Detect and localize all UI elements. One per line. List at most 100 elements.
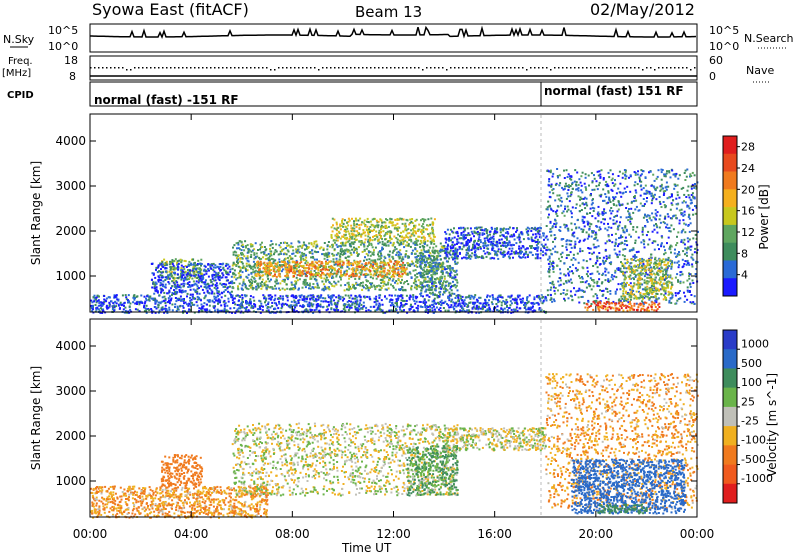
data-cell (366, 220, 368, 223)
data-cell (372, 235, 374, 238)
data-cell (442, 307, 445, 309)
freq-point (414, 67, 416, 69)
data-cell (457, 297, 460, 300)
freq-point (306, 67, 308, 69)
data-cell (448, 239, 450, 242)
data-cell (241, 252, 244, 254)
data-cell (264, 267, 267, 269)
data-cell (196, 287, 199, 290)
data-cell (536, 253, 539, 256)
data-cell (343, 304, 346, 307)
data-cell (125, 311, 128, 314)
data-cell (315, 240, 318, 243)
data-cell (387, 281, 390, 284)
data-cell (323, 273, 326, 276)
data-cell (305, 310, 308, 313)
data-cell (349, 262, 352, 265)
data-cell (188, 284, 191, 286)
data-cell (342, 263, 345, 266)
data-cell (401, 258, 404, 261)
data-cell (220, 283, 223, 286)
data-cell (469, 257, 472, 260)
data-cell (270, 286, 273, 289)
data-cell (502, 235, 505, 238)
data-cell (253, 277, 255, 280)
data-cell (309, 264, 312, 267)
data-cell (431, 303, 434, 306)
data-cell (484, 240, 486, 243)
nsky-tick-top: 10^5 (48, 24, 78, 37)
data-cell (397, 279, 400, 282)
data-cell (178, 259, 181, 262)
data-cell (300, 256, 302, 259)
data-cell (429, 278, 432, 281)
data-cell (292, 268, 295, 271)
data-cell (506, 252, 509, 254)
freq-point (174, 67, 176, 69)
data-cell (423, 299, 426, 302)
data-cell (435, 285, 438, 288)
data-cell (428, 246, 431, 249)
freq-point (386, 67, 388, 69)
data-cell (309, 310, 312, 313)
data-cell (436, 272, 438, 275)
data-cell (441, 246, 444, 249)
data-cell (511, 298, 514, 301)
data-cell (430, 274, 433, 277)
data-cell (212, 269, 215, 272)
data-cell (204, 310, 207, 313)
data-cell (414, 243, 417, 246)
data-cell (414, 274, 417, 277)
data-cell (399, 239, 401, 242)
data-cell (391, 279, 394, 282)
data-cell (439, 242, 442, 245)
freq-point (162, 67, 164, 69)
freq-point (202, 67, 204, 69)
data-cell (526, 247, 529, 250)
data-cell (366, 217, 369, 220)
data-cell (395, 264, 398, 267)
data-cell (259, 284, 262, 287)
data-cell (224, 270, 227, 273)
data-cell (298, 298, 301, 301)
data-cell (478, 311, 481, 314)
data-cell (160, 268, 162, 271)
data-cell (164, 276, 167, 279)
data-cell (435, 268, 438, 270)
data-cell (488, 299, 490, 302)
data-cell (427, 257, 430, 260)
data-cell (388, 230, 390, 233)
data-cell (285, 267, 287, 270)
data-cell (260, 271, 263, 274)
data-cell (151, 286, 154, 289)
data-cell (249, 298, 252, 301)
data-cell (430, 267, 433, 269)
data-cell (245, 302, 248, 305)
data-cell (396, 227, 399, 230)
data-cell (187, 269, 189, 271)
data-cell (448, 297, 451, 300)
data-cell (166, 312, 169, 314)
data-cell (450, 247, 452, 250)
data-cell (216, 284, 219, 287)
data-cell (542, 245, 544, 248)
data-cell (447, 244, 449, 247)
data-cell (524, 305, 527, 308)
data-cell (270, 278, 272, 281)
data-cell (278, 264, 281, 266)
data-cell (162, 308, 165, 310)
data-cell (271, 275, 274, 278)
data-cell (255, 264, 258, 267)
data-cell (191, 269, 194, 272)
data-cell (344, 252, 347, 255)
data-cell (267, 301, 270, 304)
data-cell (389, 260, 392, 263)
data-cell (496, 305, 499, 308)
data-cell (267, 306, 270, 309)
data-cell (322, 300, 325, 303)
data-cell (477, 248, 480, 251)
data-cell (400, 266, 403, 269)
data-cell (518, 251, 521, 254)
data-cell (108, 301, 111, 304)
data-cell (380, 228, 382, 231)
